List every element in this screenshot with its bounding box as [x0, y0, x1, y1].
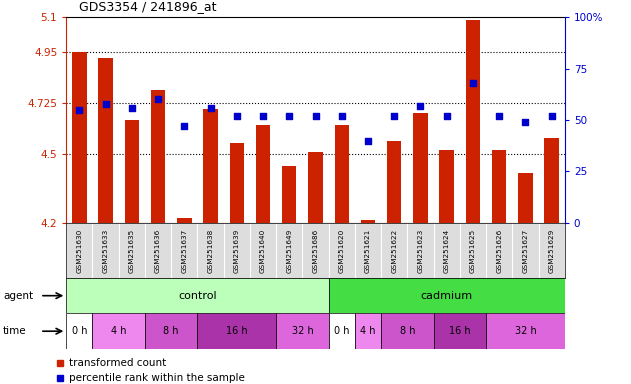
Bar	[230, 143, 244, 223]
Point	[546, 113, 557, 119]
Bar	[334, 124, 349, 223]
Bar	[361, 220, 375, 223]
Text: GSM251635: GSM251635	[129, 228, 135, 273]
Point	[127, 104, 137, 111]
Text: 0 h: 0 h	[72, 326, 87, 336]
Text: GSM251630: GSM251630	[76, 228, 83, 273]
Text: 16 h: 16 h	[449, 326, 471, 336]
Text: GSM251626: GSM251626	[496, 228, 502, 273]
Bar	[433, 313, 486, 349]
Text: GSM251629: GSM251629	[548, 228, 555, 273]
Point	[310, 113, 321, 119]
Bar	[329, 278, 565, 313]
Text: GSM251623: GSM251623	[418, 228, 423, 273]
Text: GDS3354 / 241896_at: GDS3354 / 241896_at	[79, 0, 216, 13]
Text: 4 h: 4 h	[111, 326, 126, 336]
Bar	[439, 150, 454, 223]
Text: GSM251638: GSM251638	[208, 228, 213, 273]
Bar	[66, 313, 93, 349]
Bar	[72, 51, 86, 223]
Bar	[518, 172, 533, 223]
Text: control: control	[178, 291, 217, 301]
Point	[337, 113, 347, 119]
Bar	[486, 313, 565, 349]
Point	[363, 137, 373, 144]
Point	[100, 101, 110, 107]
Bar	[66, 278, 329, 313]
Text: GSM251637: GSM251637	[181, 228, 187, 273]
Text: agent: agent	[3, 291, 33, 301]
Bar	[98, 58, 113, 223]
Text: 16 h: 16 h	[226, 326, 247, 336]
Point	[494, 113, 504, 119]
Text: 8 h: 8 h	[399, 326, 415, 336]
Point	[206, 104, 216, 111]
Point	[389, 113, 399, 119]
Text: GSM251640: GSM251640	[260, 228, 266, 273]
Bar	[466, 20, 480, 223]
Bar	[151, 90, 165, 223]
Bar	[93, 313, 145, 349]
Bar	[545, 138, 559, 223]
Bar	[203, 109, 218, 223]
Text: time: time	[3, 326, 27, 336]
Bar	[329, 313, 355, 349]
Point	[415, 103, 425, 109]
Text: 0 h: 0 h	[334, 326, 350, 336]
Text: 32 h: 32 h	[292, 326, 313, 336]
Bar	[355, 313, 381, 349]
Text: GSM251627: GSM251627	[522, 228, 528, 273]
Text: GSM251633: GSM251633	[103, 228, 109, 273]
Text: GSM251636: GSM251636	[155, 228, 161, 273]
Text: GSM251649: GSM251649	[286, 228, 292, 273]
Bar	[309, 152, 322, 223]
Bar	[381, 313, 433, 349]
Point	[442, 113, 452, 119]
Text: 4 h: 4 h	[360, 326, 375, 336]
Text: GSM251639: GSM251639	[234, 228, 240, 273]
Text: GSM251624: GSM251624	[444, 228, 450, 273]
Bar	[276, 313, 329, 349]
Point	[284, 113, 294, 119]
Text: transformed count: transformed count	[69, 358, 167, 368]
Point	[153, 96, 163, 103]
Point	[179, 123, 189, 129]
Text: GSM251622: GSM251622	[391, 228, 397, 273]
Text: GSM251625: GSM251625	[470, 228, 476, 273]
Text: 8 h: 8 h	[163, 326, 179, 336]
Point	[74, 107, 85, 113]
Bar	[492, 150, 506, 223]
Text: GSM251686: GSM251686	[312, 228, 319, 273]
Text: percentile rank within the sample: percentile rank within the sample	[69, 373, 245, 383]
Text: GSM251621: GSM251621	[365, 228, 371, 273]
Text: 32 h: 32 h	[514, 326, 536, 336]
Bar	[413, 113, 428, 223]
Bar	[387, 141, 401, 223]
Bar	[125, 120, 139, 223]
Bar	[177, 218, 192, 223]
Point	[232, 113, 242, 119]
Point	[258, 113, 268, 119]
Bar	[145, 313, 198, 349]
Point	[468, 80, 478, 86]
Bar	[198, 313, 276, 349]
Bar	[282, 166, 297, 223]
Text: GSM251620: GSM251620	[339, 228, 345, 273]
Point	[521, 119, 531, 125]
Bar	[256, 124, 270, 223]
Text: cadmium: cadmium	[421, 291, 473, 301]
